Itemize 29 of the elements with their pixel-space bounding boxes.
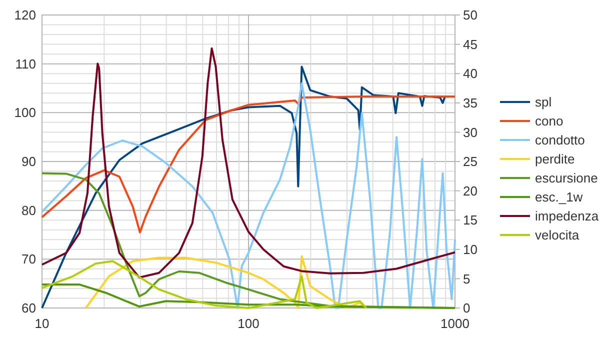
y-tick-label: 60 <box>22 300 36 316</box>
legend-label: cono <box>535 114 564 129</box>
x-tick-label: 1000 <box>440 316 470 331</box>
y2-tick-label: 50 <box>463 8 478 23</box>
y-tick-label: 70 <box>22 252 36 267</box>
y2-tick-label: 25 <box>463 154 478 170</box>
legend-label: escursione <box>535 170 598 186</box>
legend-label: velocita <box>535 228 580 243</box>
legend-label: spl <box>535 94 552 110</box>
x-tick-label: 10 <box>34 316 50 331</box>
y-tick-label: 90 <box>22 154 36 170</box>
y2-tick-label: 0 <box>463 300 470 316</box>
x-tick-label: 100 <box>238 316 260 331</box>
y-tick-label: 110 <box>15 56 36 72</box>
y-tick-label: 120 <box>14 8 36 23</box>
y2-tick-label: 35 <box>463 95 478 110</box>
legend-label: esc._1w <box>535 190 584 205</box>
y2-tick-label: 40 <box>463 66 478 82</box>
y-tick-label: 80 <box>22 202 36 218</box>
y2-tick-label: 45 <box>463 36 478 52</box>
y2-tick-label: 5 <box>463 271 470 286</box>
y-tick-label: 100 <box>14 105 36 120</box>
y2-tick-label: 30 <box>463 124 478 140</box>
y2-tick-label: 15 <box>463 212 478 228</box>
y2-tick-label: 20 <box>463 183 478 198</box>
legend-label: perdite <box>535 152 575 167</box>
legend-label: condotto <box>535 132 585 148</box>
y2-tick-label: 10 <box>463 242 478 257</box>
legend-label: impedenza <box>535 208 600 224</box>
